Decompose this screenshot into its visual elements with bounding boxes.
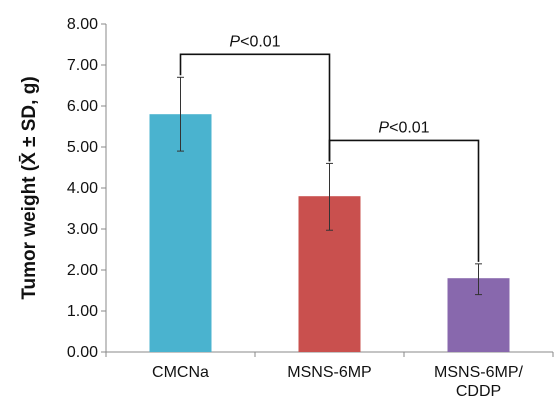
bar: [149, 114, 212, 352]
y-tick-label: 6.00: [67, 98, 98, 115]
significance-annotations: P<0.01 P<0.01: [179, 33, 480, 262]
y-tick-label: 5.00: [67, 139, 98, 156]
x-category-label: MSNS-6MP/: [434, 364, 523, 381]
y-axis-title: Tumor weight (X̄ ± SD, g): [19, 76, 40, 299]
error-bars: [177, 76, 482, 296]
x-category-label: CDDP: [456, 383, 501, 400]
x-category-label: CMCNa: [152, 364, 209, 381]
y-tick-label: 7.00: [67, 57, 98, 74]
y-tick-label: 3.00: [67, 221, 98, 238]
y-tick-label: 1.00: [67, 303, 98, 320]
y-tick-label: 0.00: [67, 344, 98, 361]
y-axis-title-group: Tumor weight (X̄ ± SD, g): [19, 76, 40, 299]
significance-label: P<0.01: [229, 33, 280, 50]
significance-bracket: [328, 139, 480, 262]
y-tick-label: 2.00: [67, 262, 98, 279]
x-category-label: MSNS-6MP: [287, 364, 371, 381]
y-tick-label: 8.00: [67, 16, 98, 33]
significance-bracket: [179, 53, 331, 162]
axes: 0.00 1.00 2.00 3.00 4.00 5.00 6.00 7.00 8.00 CMCN…: [67, 16, 554, 400]
significance-label: P<0.01: [378, 119, 429, 136]
y-tick-label: 4.00: [67, 180, 98, 197]
